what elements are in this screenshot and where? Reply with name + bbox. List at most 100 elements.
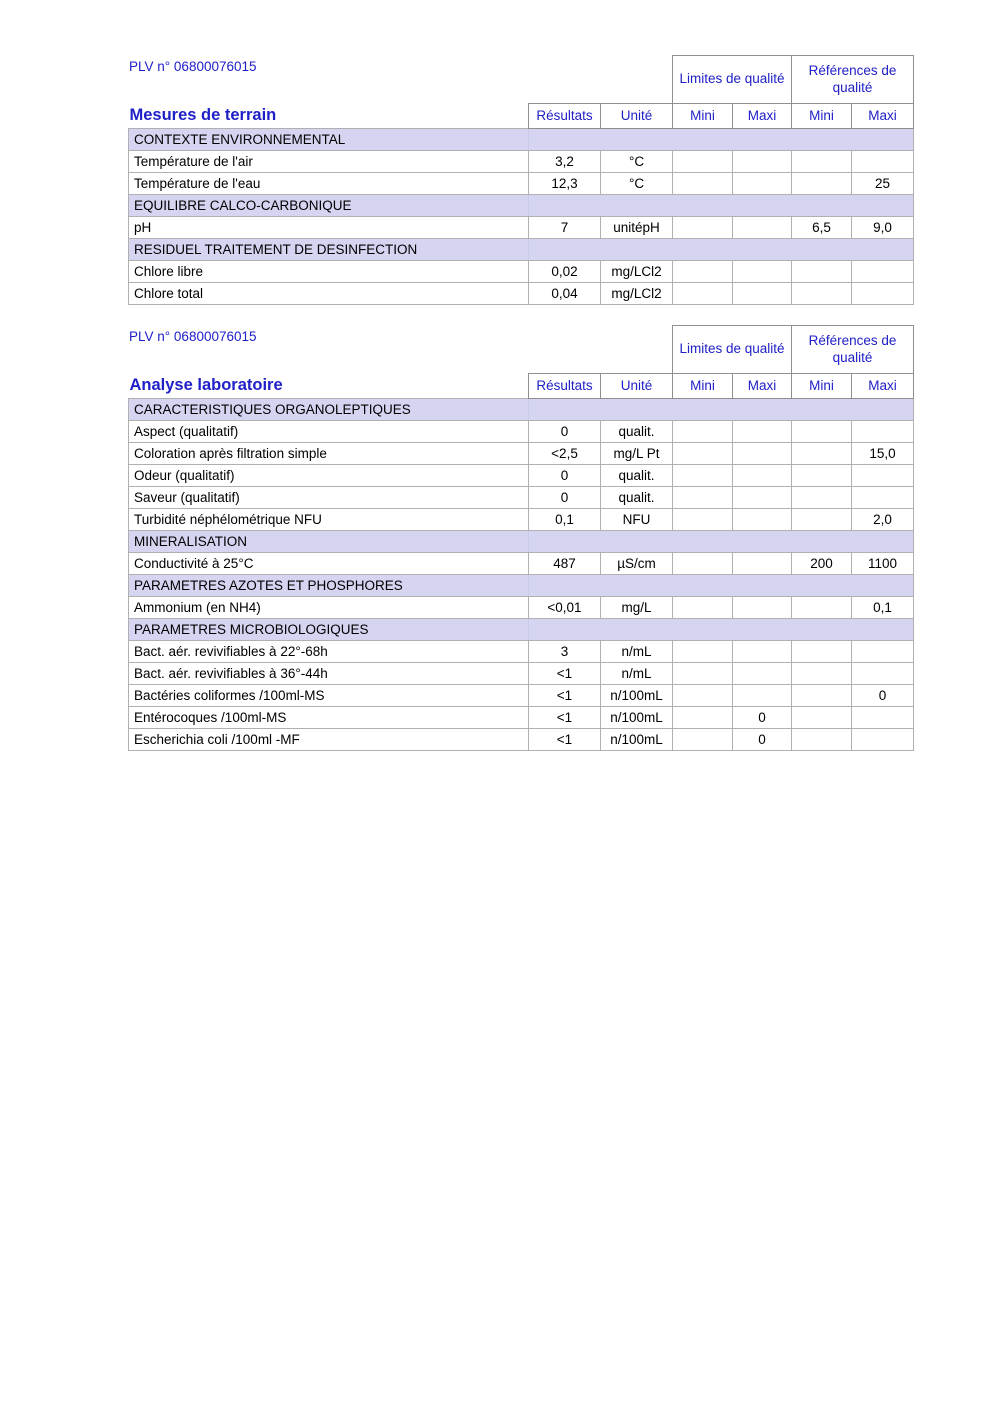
table-title-cell: Mesures de terrain bbox=[129, 104, 529, 129]
section-row: MINERALISATION bbox=[128, 530, 915, 553]
ref-maxi-cell: 15,0 bbox=[851, 442, 915, 465]
limit-maxi-cell bbox=[732, 508, 793, 531]
ref-mini-cell bbox=[791, 706, 853, 729]
limit-mini-cell bbox=[672, 282, 734, 305]
section-row: EQUILIBRE CALCO-CARBONIQUE bbox=[128, 194, 915, 217]
limit-maxi-cell bbox=[732, 216, 793, 239]
parameter-cell: Aspect (qualitatif) bbox=[128, 420, 529, 443]
table-row: Turbidité néphélométrique NFU 0,1 NFU 2,0 bbox=[128, 508, 915, 531]
parameter-cell: Conductivité à 25°C bbox=[128, 552, 529, 575]
limit-maxi-cell bbox=[732, 150, 793, 173]
section-header-label: PARAMETRES MICROBIOLOGIQUES bbox=[128, 618, 529, 641]
ref-mini-cell: 6,5 bbox=[791, 216, 853, 239]
references-of-quality-header: Références de qualité bbox=[791, 55, 915, 104]
ref-maxi-cell bbox=[851, 662, 915, 685]
limit-maxi-cell bbox=[732, 640, 793, 663]
unit-cell: n/100mL bbox=[599, 706, 674, 729]
ref-mini-cell bbox=[791, 442, 853, 465]
parameter-cell: Odeur (qualitatif) bbox=[128, 464, 529, 487]
table-row: Température de l'air 3,2 °C bbox=[128, 150, 915, 173]
ref-mini-cell bbox=[791, 150, 853, 173]
parameter-cell: Escherichia coli /100ml -MF bbox=[128, 728, 529, 751]
section-row: RESIDUEL TRAITEMENT DE DESINFECTION bbox=[128, 238, 915, 261]
section-header-label: RESIDUEL TRAITEMENT DE DESINFECTION bbox=[128, 238, 529, 261]
unit-cell: mg/LCl2 bbox=[599, 260, 674, 283]
ref-mini-cell bbox=[791, 172, 853, 195]
limit-mini-cell bbox=[672, 684, 734, 707]
limit-mini-cell bbox=[672, 442, 734, 465]
result-cell: 0,02 bbox=[528, 260, 601, 283]
ref-mini-cell bbox=[791, 486, 853, 509]
limit-maxi-cell bbox=[732, 596, 793, 619]
limit-mini-cell bbox=[672, 150, 734, 173]
limit-maxi-cell bbox=[732, 464, 793, 487]
ref-mini-cell: 200 bbox=[791, 552, 853, 575]
result-cell: 0,04 bbox=[528, 282, 601, 305]
limit-maxi-column-header: Maxi bbox=[732, 103, 793, 129]
limits-of-quality-header: Limites de qualité bbox=[672, 325, 793, 374]
limit-mini-cell bbox=[672, 552, 734, 575]
ref-maxi-cell bbox=[851, 420, 915, 443]
result-cell: <1 bbox=[528, 662, 601, 685]
unit-cell: °C bbox=[599, 150, 674, 173]
limit-maxi-cell bbox=[732, 662, 793, 685]
limit-mini-cell bbox=[672, 464, 734, 487]
table-row: Odeur (qualitatif) 0 qualit. bbox=[128, 464, 915, 487]
ref-mini-cell bbox=[791, 596, 853, 619]
limit-mini-cell bbox=[672, 706, 734, 729]
plv-number-field: PLV n° 06800076015 bbox=[129, 59, 257, 74]
limit-maxi-cell: 0 bbox=[732, 706, 793, 729]
limit-mini-cell bbox=[672, 728, 734, 751]
table-title: Mesures de terrain bbox=[129, 106, 277, 124]
table-row: pH 7 unitépH 6,5 9,0 bbox=[128, 216, 915, 239]
limit-mini-cell bbox=[672, 486, 734, 509]
ref-maxi-cell: 1100 bbox=[851, 552, 915, 575]
ref-mini-cell bbox=[791, 420, 853, 443]
table-row: Entérocoques /100ml-MS <1 n/100mL 0 bbox=[128, 706, 915, 729]
parameter-cell: Turbidité néphélométrique NFU bbox=[128, 508, 529, 531]
parameter-cell: Ammonium (en NH4) bbox=[128, 596, 529, 619]
ref-mini-column-header: Mini bbox=[791, 103, 853, 129]
unit-column-header: Unité bbox=[599, 103, 674, 129]
limit-maxi-cell bbox=[732, 260, 793, 283]
ref-maxi-cell: 0,1 bbox=[851, 596, 915, 619]
table-row: Bact. aér. revivifiables à 36°-44h <1 n/mL bbox=[128, 662, 915, 685]
limit-mini-cell bbox=[672, 216, 734, 239]
ref-maxi-cell: 25 bbox=[851, 172, 915, 195]
table-title: Analyse laboratoire bbox=[129, 376, 283, 394]
section-row: PARAMETRES MICROBIOLOGIQUES bbox=[128, 618, 915, 641]
parameter-cell: Coloration après filtration simple bbox=[128, 442, 529, 465]
result-cell: <0,01 bbox=[528, 596, 601, 619]
field-measurements-table: Limites de qualité Références de qualité… bbox=[128, 55, 915, 305]
result-cell: <2,5 bbox=[528, 442, 601, 465]
limit-mini-cell bbox=[672, 596, 734, 619]
limit-maxi-column-header: Maxi bbox=[732, 373, 793, 399]
limit-maxi-cell bbox=[732, 420, 793, 443]
parameter-cell: pH bbox=[128, 216, 529, 239]
section-header-fill bbox=[527, 618, 915, 641]
table-row: Aspect (qualitatif) 0 qualit. bbox=[128, 420, 915, 443]
table-row: Escherichia coli /100ml -MF <1 n/100mL 0 bbox=[128, 728, 915, 751]
result-cell: 3 bbox=[528, 640, 601, 663]
ref-maxi-cell bbox=[851, 706, 915, 729]
limit-maxi-cell bbox=[732, 684, 793, 707]
parameter-cell: Bactéries coliformes /100ml-MS bbox=[128, 684, 529, 707]
result-cell: 0 bbox=[528, 464, 601, 487]
limit-maxi-cell bbox=[732, 442, 793, 465]
result-cell: 12,3 bbox=[528, 172, 601, 195]
parameter-cell: Chlore libre bbox=[128, 260, 529, 283]
unit-cell: °C bbox=[599, 172, 674, 195]
result-cell: <1 bbox=[528, 728, 601, 751]
ref-maxi-cell bbox=[851, 260, 915, 283]
ref-maxi-cell bbox=[851, 640, 915, 663]
result-cell: <1 bbox=[528, 684, 601, 707]
header-spacer bbox=[129, 326, 673, 374]
limit-mini-cell bbox=[672, 662, 734, 685]
ref-mini-cell bbox=[791, 282, 853, 305]
section-row: PARAMETRES AZOTES ET PHOSPHORES bbox=[128, 574, 915, 597]
result-cell: <1 bbox=[528, 706, 601, 729]
table-row: Coloration après filtration simple <2,5 mg… bbox=[128, 442, 915, 465]
result-cell: 7 bbox=[528, 216, 601, 239]
references-of-quality-header: Références de qualité bbox=[791, 325, 915, 374]
